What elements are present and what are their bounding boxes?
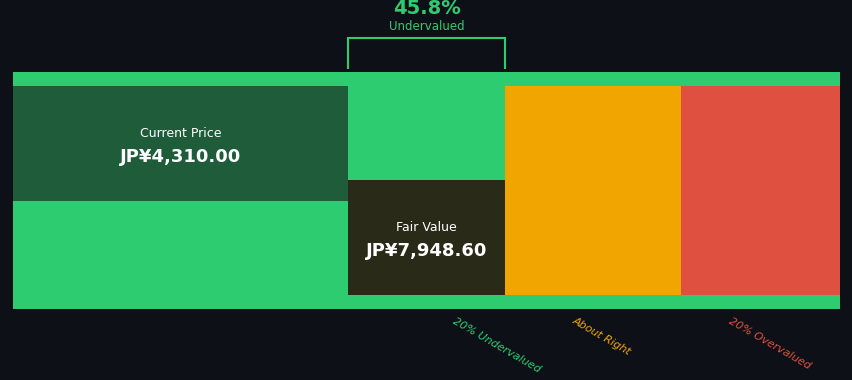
Text: About Right: About Right [570,316,632,357]
Text: 20% Undervalued: 20% Undervalued [451,316,542,374]
Bar [681,86,839,295]
Text: 20% Overvalued: 20% Overvalued [726,316,811,371]
Text: 45.8%: 45.8% [392,0,460,19]
Text: JP¥4,310.00: JP¥4,310.00 [119,148,240,166]
Text: Undervalued: Undervalued [389,20,463,33]
Bar [13,295,839,309]
Bar [504,86,681,295]
Bar [13,86,504,295]
Bar [13,86,348,201]
Text: JP¥7,948.60: JP¥7,948.60 [366,242,486,260]
Text: Fair Value: Fair Value [395,221,457,234]
Bar [13,73,839,86]
Bar [348,180,504,295]
Text: Current Price: Current Price [140,127,221,140]
